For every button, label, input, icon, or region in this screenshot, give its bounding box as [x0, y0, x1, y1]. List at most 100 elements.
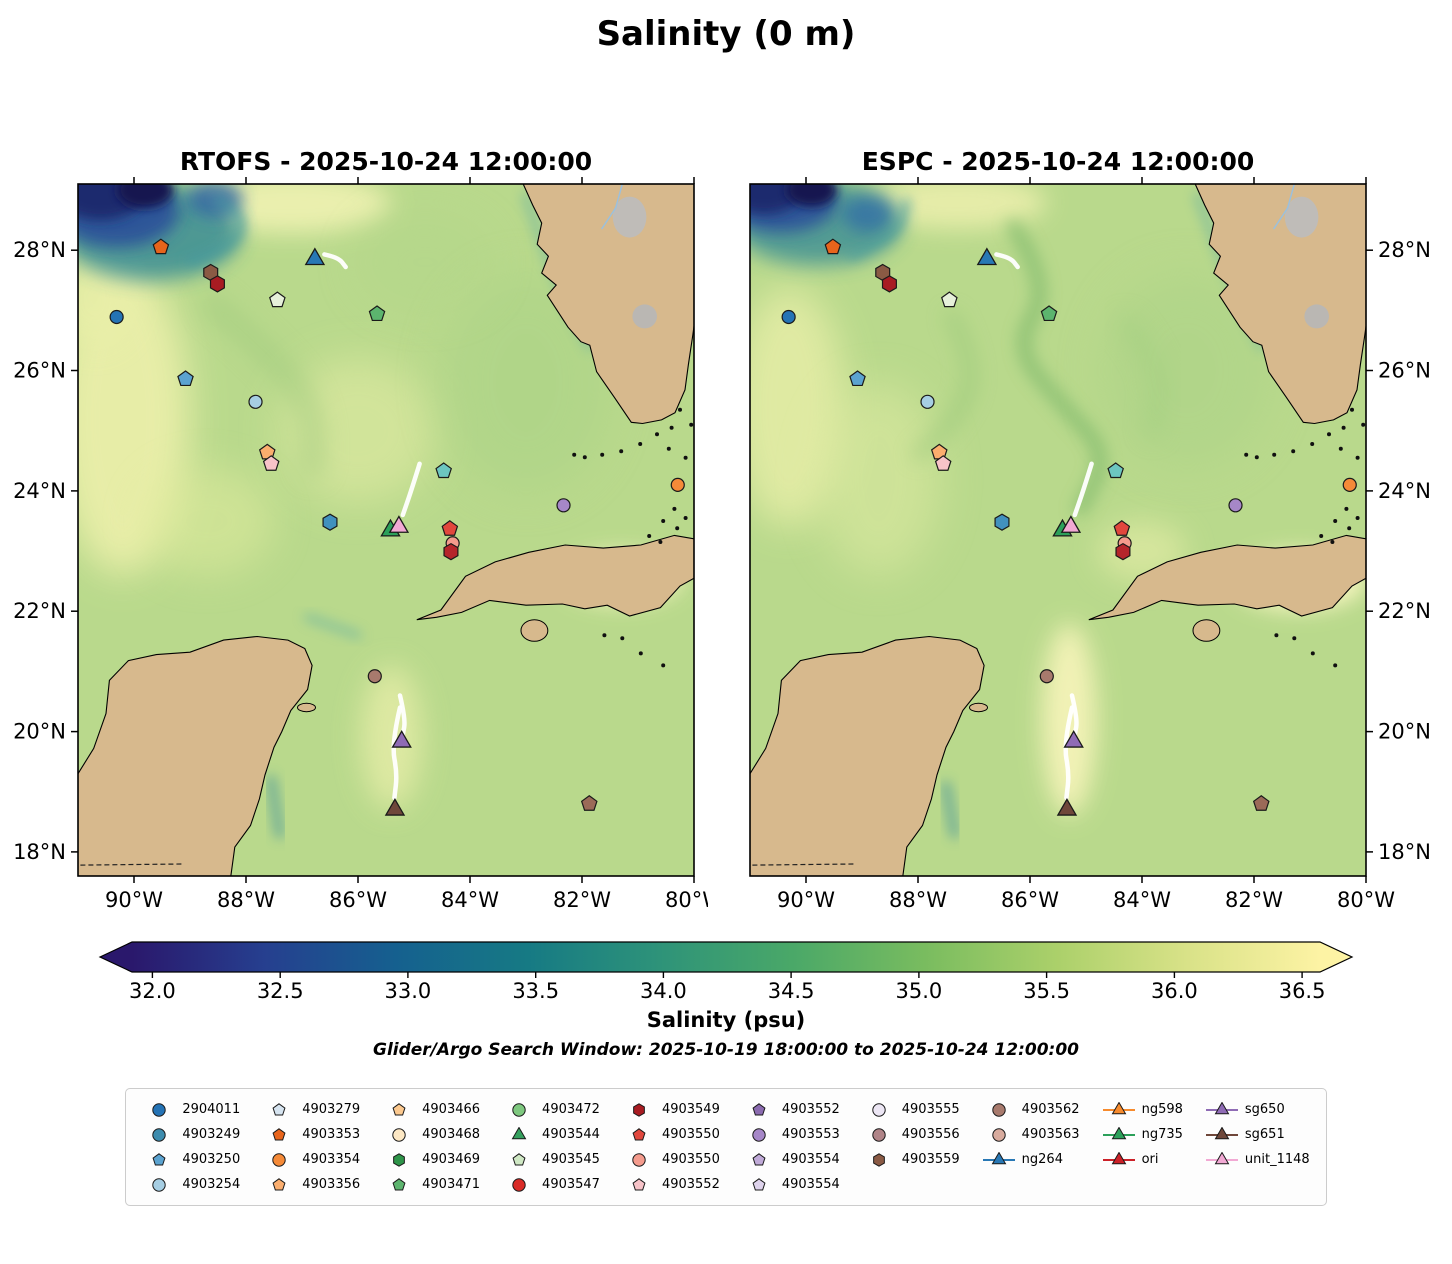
- glider-track-sg651: [391, 705, 403, 801]
- glider-track-unit_1148: [1072, 461, 1094, 518]
- argo-float-marker: [262, 455, 280, 471]
- land-cuba: [1088, 534, 1366, 621]
- island: [297, 702, 316, 713]
- legend-entry-label: 4903556: [901, 1127, 960, 1142]
- colorbar-svg: 32.0 32.5 33.0 33.5 34.0 34.5 35.0 35.5 36.0 36.5: [98, 941, 1354, 1003]
- glider-marker-ng264: [304, 247, 326, 266]
- legend-entry: 4903544: [502, 1124, 600, 1145]
- islet: [1341, 425, 1346, 430]
- glider-marker-sg650: [391, 730, 412, 748]
- islet: [1310, 442, 1315, 446]
- legend-entry: 4903466: [382, 1099, 480, 1120]
- legend-entry: 4903472: [502, 1099, 600, 1120]
- islet: [1330, 540, 1335, 544]
- legend-entry-label: 4903552: [781, 1102, 840, 1117]
- islet: [1347, 526, 1352, 531]
- legend-entry-label: 4903559: [901, 1152, 960, 1167]
- glider-track-ng264: [994, 252, 1020, 270]
- legend-entry: 4903468: [382, 1124, 480, 1145]
- legend-entry-label: 4903553: [781, 1127, 840, 1142]
- lat-tick-label: 24°N: [1378, 479, 1431, 503]
- legend-entry-label: 2904011: [182, 1102, 241, 1117]
- lon-tick-label: 90°W: [105, 888, 163, 912]
- islet: [1327, 432, 1331, 437]
- legend-entry: 4903550: [622, 1124, 720, 1145]
- legend-column: 4903555 4903556 4903559: [862, 1099, 960, 1195]
- legend-marker-icon: [1205, 1101, 1238, 1114]
- legend-marker-icon: [512, 1177, 526, 1192]
- legend-entry: 4903249: [142, 1124, 240, 1145]
- legend-column: 4903549 4903550 4903550 4903552: [622, 1099, 720, 1195]
- islet: [1292, 636, 1297, 641]
- legend-entry-label: 4903254: [182, 1177, 241, 1192]
- legend-entry-label: 4903552: [661, 1177, 720, 1192]
- colorbar-tick-label: 36.5: [1279, 979, 1326, 1003]
- islet: [1272, 452, 1277, 457]
- legend-marker-icon: [393, 1152, 406, 1167]
- legend-entry-label: unit_1148: [1244, 1152, 1310, 1167]
- glider-marker-sg650: [1063, 730, 1084, 748]
- legend-entry: 4903469: [382, 1149, 480, 1170]
- islet: [582, 455, 587, 460]
- islet: [1338, 446, 1343, 451]
- legend-entry: 4903279: [262, 1099, 360, 1120]
- colorbar-tick-label: 35.0: [896, 979, 943, 1003]
- islet: [683, 516, 688, 520]
- colorbar-tick-label: 34.0: [640, 979, 687, 1003]
- islet: [675, 526, 680, 531]
- argo-float-marker: [1113, 520, 1131, 536]
- glider-marker-sg651: [1056, 798, 1078, 816]
- islet: [620, 636, 625, 641]
- river: [600, 184, 624, 230]
- legend-entry: sg651: [1205, 1124, 1310, 1145]
- map-panel-rtofs: RTOFS - 2025-10-24 12:00:00 90°W 88°W 86°W 8…: [13, 147, 708, 912]
- legend-marker-icon: [1205, 1151, 1238, 1164]
- legend-entry: 4903471: [382, 1174, 480, 1195]
- legend: 2904011 4903249 4903250 4903254 4903279 49033…: [125, 1088, 1327, 1206]
- legend-entry: 4903547: [502, 1174, 600, 1195]
- legend-marker-icon: [872, 1127, 886, 1142]
- legend-marker-icon: [991, 1127, 1006, 1142]
- legend-marker-icon: [512, 1102, 526, 1117]
- legend-entry: 4903552: [622, 1174, 720, 1195]
- islet: [1274, 633, 1279, 638]
- legend-entry-label: 4903554: [781, 1177, 840, 1192]
- colorbar-tick-label: 32.0: [129, 979, 176, 1003]
- argo-float-marker: [849, 370, 866, 387]
- islet: [647, 534, 652, 538]
- argo-float-marker: [435, 462, 452, 479]
- legend-entry-label: 4903563: [1021, 1127, 1080, 1142]
- legend-entry-label: 4903356: [302, 1177, 361, 1192]
- islet: [1291, 449, 1296, 454]
- legend-entry-label: ng598: [1141, 1102, 1183, 1117]
- argo-float-marker: [1040, 305, 1058, 322]
- legend-entry-label: 4903466: [422, 1102, 481, 1117]
- lat-tick-label: 22°N: [1378, 599, 1431, 623]
- islet: [1367, 441, 1371, 445]
- argo-float-marker: [781, 309, 796, 325]
- lake: [612, 196, 647, 238]
- argo-float-marker: [441, 520, 459, 536]
- argo-float-marker: [994, 513, 1010, 531]
- legend-entry: 4903553: [742, 1124, 840, 1145]
- legend-marker-icon: [152, 1127, 167, 1142]
- lat-tick-label: 18°N: [13, 840, 66, 864]
- legend-marker-icon: [991, 1102, 1006, 1117]
- legend-marker-icon: [152, 1102, 167, 1117]
- islet: [1350, 407, 1354, 412]
- argo-float-marker: [1228, 498, 1243, 513]
- islet: [638, 651, 643, 656]
- legend-entry: unit_1148: [1205, 1149, 1310, 1170]
- lake: [1284, 196, 1319, 238]
- colorbar-label: Salinity (psu): [646, 1008, 806, 1032]
- islet: [666, 446, 671, 451]
- argo-float-marker: [920, 394, 935, 409]
- islet: [638, 442, 643, 446]
- legend-entry-label: ng735: [1141, 1127, 1183, 1142]
- legend-marker-icon: [392, 1177, 406, 1191]
- legend-marker-icon: [752, 1152, 766, 1166]
- axes-frame: 90°W 88°W 86°W 84°W 82°W 80°W 18°N 20°N 22°N 24°N…: [749, 177, 1431, 912]
- colorbar-tick-label: 33.5: [512, 979, 559, 1003]
- legend-entry-label: 4903549: [661, 1102, 720, 1117]
- islet: [1355, 516, 1360, 520]
